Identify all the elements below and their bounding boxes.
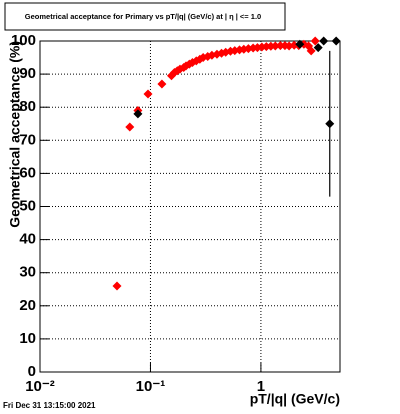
plot-frame bbox=[39, 40, 341, 373]
data-point bbox=[331, 36, 341, 46]
data-point bbox=[125, 122, 135, 132]
y-tick-label: 100 bbox=[11, 32, 36, 49]
data-point bbox=[275, 41, 285, 51]
data-point bbox=[310, 36, 320, 46]
data-point bbox=[319, 36, 329, 46]
x-tick-label: 10⁻² bbox=[25, 378, 55, 395]
timestamp: Fri Dec 31 13:15:00 2021 bbox=[3, 401, 96, 410]
y-tick-label: 80 bbox=[19, 98, 36, 115]
data-point bbox=[143, 89, 153, 99]
y-tick-label: 20 bbox=[19, 297, 36, 314]
data-point bbox=[133, 109, 143, 119]
data-point bbox=[112, 281, 122, 291]
x-axis-title: pT/|q| (GeV/c) bbox=[250, 391, 340, 407]
x-tick-label: 1 bbox=[257, 378, 265, 395]
title-box bbox=[4, 2, 286, 31]
data-point bbox=[313, 43, 323, 53]
y-axis-title: Geometrical acceptance (%) bbox=[7, 41, 23, 228]
data-point bbox=[306, 46, 316, 56]
chart-title: Geometrical acceptance for Primary vs pT… bbox=[25, 12, 261, 21]
y-tick-label: 30 bbox=[19, 264, 36, 281]
y-tick-label: 40 bbox=[19, 231, 36, 248]
data-point bbox=[270, 41, 280, 51]
x-tick-label: 10⁻¹ bbox=[136, 378, 166, 395]
y-tick-label: 70 bbox=[19, 131, 36, 148]
y-tick-label: 90 bbox=[19, 65, 36, 82]
data-point bbox=[157, 79, 167, 89]
data-point bbox=[325, 119, 335, 129]
y-tick-label: 50 bbox=[19, 197, 36, 214]
y-tick-label: 10 bbox=[19, 330, 36, 347]
data-point bbox=[295, 39, 305, 49]
y-tick-label: 60 bbox=[19, 164, 36, 181]
y-tick-label: 0 bbox=[28, 363, 36, 380]
